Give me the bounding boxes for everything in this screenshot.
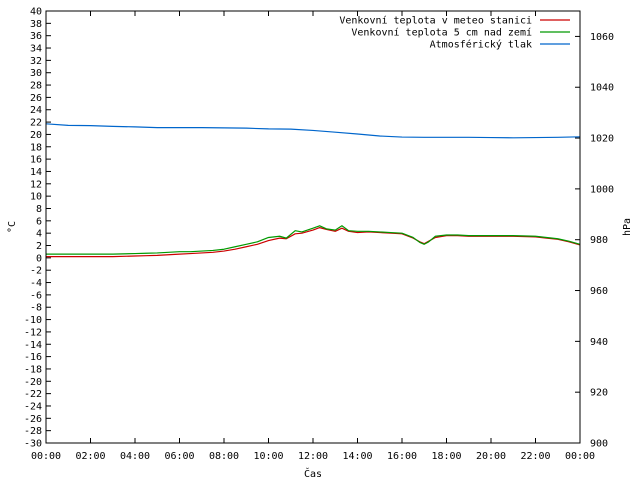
- y-left-tick-label: 2: [36, 241, 42, 252]
- y-left-tick-label: 36: [30, 31, 42, 42]
- legend-label-3: Atmosférický tlak: [430, 39, 532, 51]
- y-left-tick-label: -24: [24, 401, 42, 412]
- y-left-tick-label: 12: [30, 179, 42, 190]
- series-line-3: [45, 123, 581, 139]
- y-left-tick-label: -20: [24, 377, 42, 388]
- y-left-tick-label: 32: [30, 56, 42, 67]
- y-left-tick-label: 30: [30, 68, 42, 79]
- y-left-tick-label: 26: [30, 93, 42, 104]
- y-left-tick-label: -6: [30, 290, 42, 301]
- y-right-tick-label: 1040: [590, 83, 614, 94]
- y-left-tick-label: 24: [30, 105, 42, 116]
- x-tick-label: 08:00: [209, 451, 239, 462]
- plot-frame: [45, 10, 581, 444]
- legend-label-1: Venkovní teplota v meteo stanici: [339, 15, 532, 27]
- x-tick-label: 20:00: [476, 451, 506, 462]
- y-left-tick-label: -2: [30, 266, 42, 277]
- legend: Venkovní teplota v meteo staniciVenkovní…: [339, 15, 570, 51]
- x-tick-label: 00:00: [31, 451, 61, 462]
- y-left-tick-label: -28: [24, 426, 42, 437]
- y-left-tick-label: 6: [36, 216, 42, 227]
- y-left-tick-label: -16: [24, 352, 42, 363]
- x-axis-title: Čas: [304, 467, 322, 480]
- y-left-tick-label: 34: [30, 44, 42, 55]
- y-right-tick-label: 940: [590, 337, 608, 348]
- y-right-tick-label: 1060: [590, 32, 614, 43]
- y-left-tick-label: 0: [36, 253, 42, 264]
- y-axis-left-title: °C: [7, 221, 18, 233]
- series-line-2: [46, 225, 581, 255]
- x-tick-label: 12:00: [298, 451, 328, 462]
- x-tick-label: 22:00: [520, 451, 550, 462]
- tick-marks: [45, 10, 581, 444]
- x-tick-label: 06:00: [164, 451, 194, 462]
- y-left-tick-label: 18: [30, 142, 42, 153]
- x-tick-label: 04:00: [120, 451, 150, 462]
- y-left-tick-label: 38: [30, 19, 42, 30]
- x-tick-label: 14:00: [342, 451, 372, 462]
- y-left-tick-label: -30: [24, 439, 42, 450]
- x-tick-label: 18:00: [431, 451, 461, 462]
- y-left-tick-label: -18: [24, 364, 42, 375]
- y-left-tick-label: -10: [24, 315, 42, 326]
- y-axis-right-title: hPa: [622, 218, 633, 236]
- y-left-tick-label: -22: [24, 389, 42, 400]
- y-left-tick-label: 28: [30, 81, 42, 92]
- y-left-tick-label: 14: [30, 167, 42, 178]
- tick-labels: 00:00 02:00 04:00 06:00 08:00 10:00 12:00 14:00…: [24, 7, 614, 463]
- y-left-tick-label: -12: [24, 327, 42, 338]
- y-right-tick-label: 900: [590, 439, 608, 450]
- y-left-tick-label: -14: [24, 340, 42, 351]
- y-left-tick-label: -4: [30, 278, 42, 289]
- y-left-tick-label: -8: [30, 303, 42, 314]
- x-tick-label: 16:00: [387, 451, 417, 462]
- y-left-tick-label: -26: [24, 414, 42, 425]
- x-tick-label: 00:00: [565, 451, 595, 462]
- y-right-tick-label: 920: [590, 388, 608, 399]
- y-left-tick-label: 40: [30, 7, 42, 18]
- y-right-tick-label: 1020: [590, 134, 614, 145]
- y-right-tick-label: 960: [590, 286, 608, 297]
- y-left-tick-label: 8: [36, 204, 42, 215]
- y-right-tick-label: 1000: [590, 184, 614, 195]
- legend-label-2: Venkovní teplota 5 cm nad zemí: [351, 27, 532, 39]
- y-left-tick-label: 10: [30, 192, 42, 203]
- x-tick-label: 10:00: [253, 451, 283, 462]
- y-left-tick-label: 16: [30, 155, 42, 166]
- series-lines: [45, 123, 581, 258]
- series-line-1: [46, 227, 581, 258]
- y-left-tick-label: 20: [30, 130, 42, 141]
- y-left-tick-label: 4: [36, 229, 42, 240]
- x-tick-label: 02:00: [75, 451, 105, 462]
- y-left-tick-label: 22: [30, 118, 42, 129]
- y-right-tick-label: 980: [590, 235, 608, 246]
